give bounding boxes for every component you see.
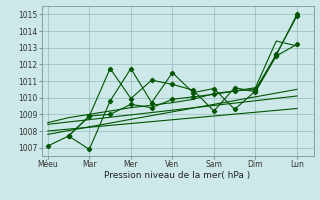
- X-axis label: Pression niveau de la mer( hPa ): Pression niveau de la mer( hPa ): [104, 171, 251, 180]
